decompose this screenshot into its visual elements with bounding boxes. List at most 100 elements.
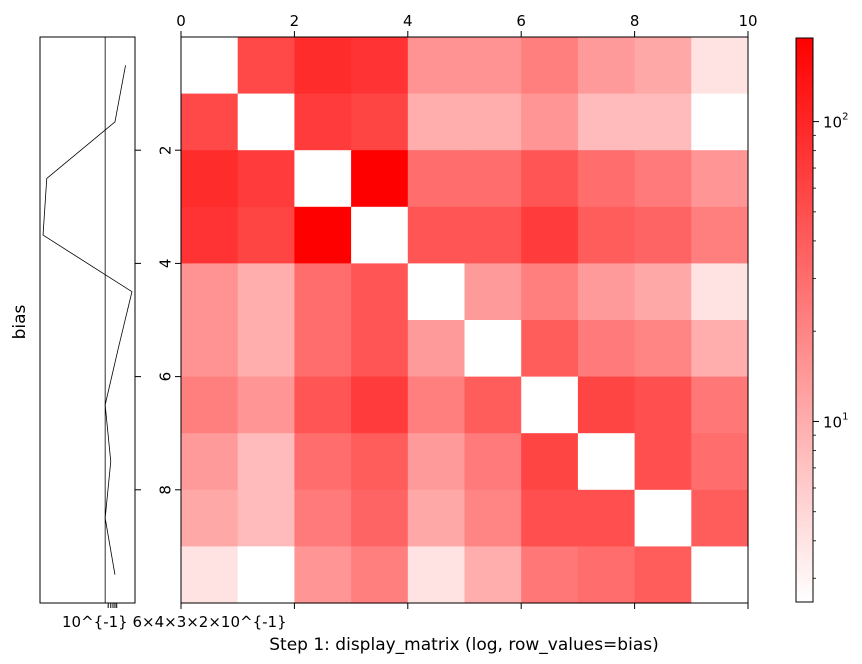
heatmap-cell (181, 546, 239, 604)
heatmap-cell (237, 489, 295, 547)
heatmap-cell (181, 433, 239, 491)
heatmap-cell (577, 546, 636, 604)
heatmap-cell (407, 263, 466, 321)
heatmap-cell (294, 37, 352, 95)
side-plot-frame (39, 36, 136, 604)
heatmap-cell (237, 546, 295, 604)
heatmap-cell (407, 320, 466, 378)
heatmap-cell (634, 263, 692, 321)
heatmap-cell (237, 263, 295, 321)
heatmap-cell (181, 320, 239, 378)
heatmap (181, 37, 749, 604)
heatmap-cell (464, 150, 522, 208)
heatmap-cell (691, 263, 749, 321)
heatmap-cell (351, 206, 409, 264)
heatmap-cell (521, 37, 579, 95)
heatmap-cell (407, 433, 466, 491)
heatmap-cell (634, 433, 692, 491)
heatmap-cell (294, 546, 352, 604)
colorbar-tick-label: 102 (823, 112, 848, 132)
heatmap-cell (691, 433, 749, 491)
heatmap-cell (521, 546, 579, 604)
heatmap-cell (351, 37, 409, 95)
colorbar-ticks: 101 102 (813, 112, 848, 579)
heatmap-cell (577, 93, 636, 151)
side-plot-x-tick-labels: 10^{-1} 6×4×3×2×10^{-1} (62, 613, 287, 631)
heatmap-cell (237, 320, 295, 378)
heatmap-cell (577, 206, 636, 264)
colorbar-tick-label: 101 (823, 411, 848, 431)
heatmap-cell (407, 546, 466, 604)
heatmap-cell (351, 433, 409, 491)
heatmap-cell (691, 489, 749, 547)
heatmap-cell (634, 376, 692, 434)
heatmap-cell (464, 376, 522, 434)
heatmap-cell (464, 263, 522, 321)
heatmap-cell (294, 206, 352, 264)
heatmap-cell (237, 206, 295, 264)
heatmap-cell (691, 320, 749, 378)
heatmap-cell (521, 376, 579, 434)
side-plot-y-ticks (107, 149, 141, 608)
y-tick-label: 6 (157, 372, 175, 382)
chart-title: Step 1: display_matrix (log, row_values=… (269, 635, 658, 655)
heatmap-cell (691, 150, 749, 208)
heatmap-cell (464, 320, 522, 378)
heatmap-cell (237, 376, 295, 434)
y-tick-label: 8 (157, 485, 175, 495)
heatmap-cell (237, 433, 295, 491)
heatmap-cell (634, 93, 692, 151)
heatmap-cell (351, 150, 409, 208)
heatmap-cell (634, 37, 692, 95)
heatmap-cell (351, 320, 409, 378)
heatmap-cell (464, 37, 522, 95)
bias-line (42, 65, 133, 575)
heatmap-cell (351, 489, 409, 547)
heatmap-cell (407, 37, 466, 95)
side-plot-ylabel: bias (10, 304, 30, 339)
heatmap-cell (351, 546, 409, 604)
heatmap-cell (294, 433, 352, 491)
heatmap-cell (521, 93, 579, 151)
heatmap-cell (577, 376, 636, 434)
heatmap-cell (634, 489, 692, 547)
heatmap-cell (294, 489, 352, 547)
heatmap-cell (407, 206, 466, 264)
bias-side-plot: 10^{-1} 6×4×3×2×10^{-1} bias (10, 36, 287, 631)
heatmap-cell (634, 206, 692, 264)
y-tick-label: 4 (157, 259, 175, 269)
heatmap-cell (464, 206, 522, 264)
heatmap-cell (577, 320, 636, 378)
x-tick-label: 8 (630, 12, 640, 30)
x-tick-label: 4 (403, 12, 413, 30)
heatmap-cell (691, 546, 749, 604)
heatmap-cell (294, 263, 352, 321)
heatmap-cell (464, 93, 522, 151)
heatmap-cell (577, 489, 636, 547)
heatmap-cell (351, 93, 409, 151)
heatmap-cell (521, 263, 579, 321)
heatmap-cell (577, 263, 636, 321)
heatmap-cell (577, 433, 636, 491)
heatmap-cell (294, 376, 352, 434)
heatmap-cell (407, 93, 466, 151)
x-tick-label: 10 (738, 12, 757, 30)
heatmap-cell (407, 150, 466, 208)
heatmap-cell (521, 433, 579, 491)
heatmap-cell (181, 150, 239, 208)
heatmap-ticks: 0 2 4 6 8 10 2 4 6 8 (157, 12, 758, 609)
heatmap-cell (577, 150, 636, 208)
heatmap-cell (237, 150, 295, 208)
heatmap-cell (181, 263, 239, 321)
heatmap-cell (634, 320, 692, 378)
heatmap-cell (691, 376, 749, 434)
x-tick-label: 0 (176, 12, 186, 30)
heatmap-cell (521, 150, 579, 208)
heatmap-frame (180, 36, 749, 604)
heatmap-cell (521, 206, 579, 264)
heatmap-cell (521, 320, 579, 378)
heatmap-cell (294, 320, 352, 378)
heatmap-cell (181, 93, 239, 151)
heatmap-cell (294, 93, 352, 151)
heatmap-cell (464, 546, 522, 604)
